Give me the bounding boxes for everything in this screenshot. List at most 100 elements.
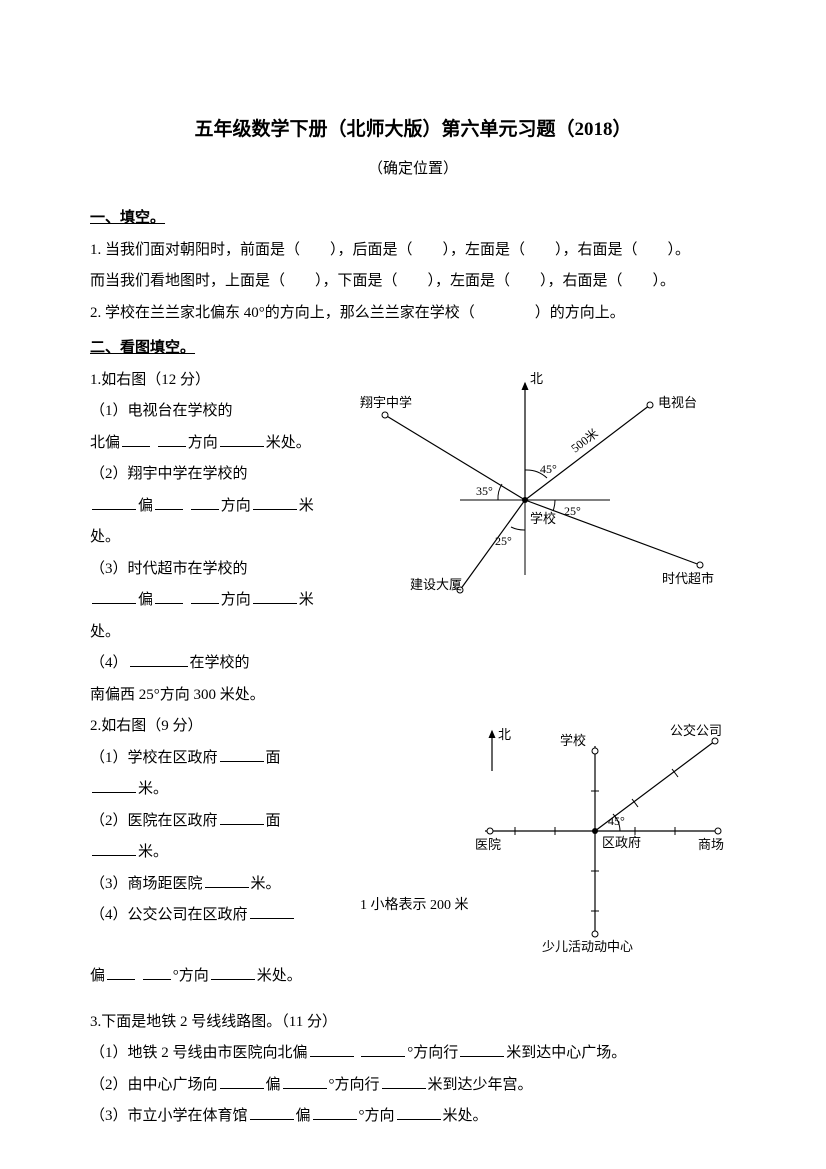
- label-building: 建设大厦: [410, 577, 462, 592]
- text: （2）医院在区政府: [90, 813, 218, 829]
- text: 北偏: [90, 435, 120, 451]
- s1-q1-line1: 1. 当我们面对朝阳时，前面是（ ），后面是（ ），左面是（ ），右面是（ ）。: [90, 235, 736, 267]
- s2-q1-row: 1.如右图（12 分） （1）电视台在学校的 北偏 方向 米处。 （2）翔宇中学在…: [90, 365, 736, 712]
- section-1-heading: 一、填空。: [90, 203, 736, 235]
- s2-q1-p2b: 偏 方向米处。: [90, 491, 342, 554]
- text: 面: [266, 813, 281, 829]
- page-subtitle: （确定位置）: [90, 154, 736, 186]
- text: °方向行: [407, 1045, 458, 1061]
- text: 米到达中心广场。: [506, 1045, 626, 1061]
- s2-q1-p2: （2）翔宇中学在学校的: [90, 459, 342, 491]
- blank: [382, 1072, 426, 1089]
- text: 米。: [138, 781, 168, 797]
- text: 米。: [138, 844, 168, 860]
- label-gov: 区政府: [602, 835, 641, 850]
- label-north2: 北: [498, 727, 511, 742]
- text: °方向行: [329, 1077, 380, 1093]
- s2-q1-p4: （4）在学校的: [90, 648, 342, 680]
- s2-q1-text: 1.如右图（12 分） （1）电视台在学校的 北偏 方向 米处。 （2）翔宇中学在…: [90, 365, 350, 712]
- s2-q3-p1: （1）地铁 2 号线由市医院向北偏 °方向行 米到达中心广场。: [90, 1038, 736, 1070]
- text: （1）学校在区政府: [90, 750, 218, 766]
- blank: [92, 493, 136, 510]
- text: °方向: [359, 1108, 395, 1124]
- label-bus: 公交公司: [670, 723, 722, 738]
- blank: [107, 964, 135, 981]
- text: （4）公交公司在区政府: [90, 907, 248, 923]
- s2-q2-p1: （1）学校在区政府 面: [90, 743, 312, 775]
- s2-q2-diagram: 1 小格表示 200 米 北: [320, 711, 736, 961]
- blank: [361, 1041, 405, 1058]
- text: 偏: [138, 592, 153, 608]
- blank: [92, 588, 136, 605]
- s2-q1-p1: （1）电视台在学校的: [90, 396, 342, 428]
- s2-q1-diagram: 北 电视台 翔宇中学 时代超市 建设大厦 学校: [350, 365, 736, 625]
- blank: [220, 430, 264, 447]
- text: 方向: [221, 498, 251, 514]
- s2-q1-p3b: 偏 方向米处。: [90, 585, 342, 648]
- s1-q1-line2: 而当我们看地图时，上面是（ ），下面是（ ），左面是（ ），右面是（ ）。: [90, 266, 736, 298]
- compass-diagram-1: 北 电视台 翔宇中学 时代超市 建设大厦 学校: [350, 365, 730, 625]
- blank: [122, 430, 150, 447]
- s2-q2-row: 2.如右图（9 分） （1）学校在区政府面 米。 （2）医院在区政府面 米。 （…: [90, 711, 736, 961]
- label-school2: 学校: [560, 733, 586, 748]
- text: 米处。: [443, 1108, 488, 1124]
- text: 米处。: [266, 435, 311, 451]
- s2-q2-p2: （2）医院在区政府 面: [90, 806, 312, 838]
- s2-q2-p3: （3）商场距医院米。: [90, 869, 312, 901]
- text: （3）商场距医院: [90, 876, 203, 892]
- text: 方向: [221, 592, 251, 608]
- s2-q2-p4: （4）公交公司在区政府: [90, 900, 312, 932]
- text: （3）市立小学在体育馆: [90, 1108, 248, 1124]
- blank: [158, 430, 186, 447]
- blank: [250, 903, 294, 920]
- label-supermarket: 时代超市: [662, 571, 714, 586]
- blank: [250, 1104, 294, 1121]
- blank: [143, 964, 171, 981]
- text: （2）由中心广场向: [90, 1077, 218, 1093]
- blank: [155, 493, 183, 510]
- blank: [253, 493, 297, 510]
- s2-q1-p3: （3）时代超市在学校的: [90, 554, 342, 586]
- compass-diagram-2: 北 学校 医院 区政府 商场: [320, 711, 730, 961]
- blank: [92, 777, 136, 794]
- text: 面: [266, 750, 281, 766]
- s2-q2-p2c: 米。: [90, 837, 312, 869]
- blank: [310, 1041, 354, 1058]
- blank: [191, 493, 219, 510]
- dist-500: 500米: [568, 426, 600, 455]
- text: （1）地铁 2 号线由市医院向北偏: [90, 1045, 308, 1061]
- s2-q3-p3: （3）市立小学在体育馆 偏 °方向 米处。: [90, 1101, 736, 1133]
- label-school: 学校: [530, 511, 556, 526]
- text: 偏: [138, 498, 153, 514]
- label-xiangyu: 翔宇中学: [360, 395, 412, 410]
- blank: [220, 1072, 264, 1089]
- s2-q2-head: 2.如右图（9 分）: [90, 711, 312, 743]
- text: 偏: [266, 1077, 281, 1093]
- s2-q2-text: 2.如右图（9 分） （1）学校在区政府面 米。 （2）医院在区政府面 米。 （…: [90, 711, 320, 932]
- label-mall: 商场: [698, 837, 724, 852]
- section-2-heading: 二、看图填空。: [90, 333, 736, 365]
- s2-q2-p1c: 米。: [90, 774, 312, 806]
- blank: [220, 808, 264, 825]
- text: °方向: [173, 968, 209, 984]
- text: 偏: [296, 1108, 311, 1124]
- blank: [155, 588, 183, 605]
- label-youth: 少儿活动动中心: [542, 939, 633, 954]
- angle-25b: 25°: [495, 534, 512, 548]
- s2-q3-head: 3.下面是地铁 2 号线线路图。（11 分）: [90, 1007, 736, 1039]
- angle-25a: 25°: [564, 504, 581, 518]
- blank: [191, 588, 219, 605]
- s2-q1-head: 1.如右图（12 分）: [90, 365, 342, 397]
- text: 在学校的: [190, 655, 250, 671]
- blank: [397, 1104, 441, 1121]
- text: 方向: [188, 435, 218, 451]
- text: 米到达少年宫。: [428, 1077, 533, 1093]
- blank: [283, 1072, 327, 1089]
- angle-45b: 45°: [608, 814, 625, 828]
- blank: [211, 964, 255, 981]
- scale-caption: 1 小格表示 200 米: [360, 891, 469, 920]
- blank: [313, 1104, 357, 1121]
- angle-35: 35°: [476, 484, 493, 498]
- blank: [460, 1041, 504, 1058]
- text: 偏: [90, 968, 105, 984]
